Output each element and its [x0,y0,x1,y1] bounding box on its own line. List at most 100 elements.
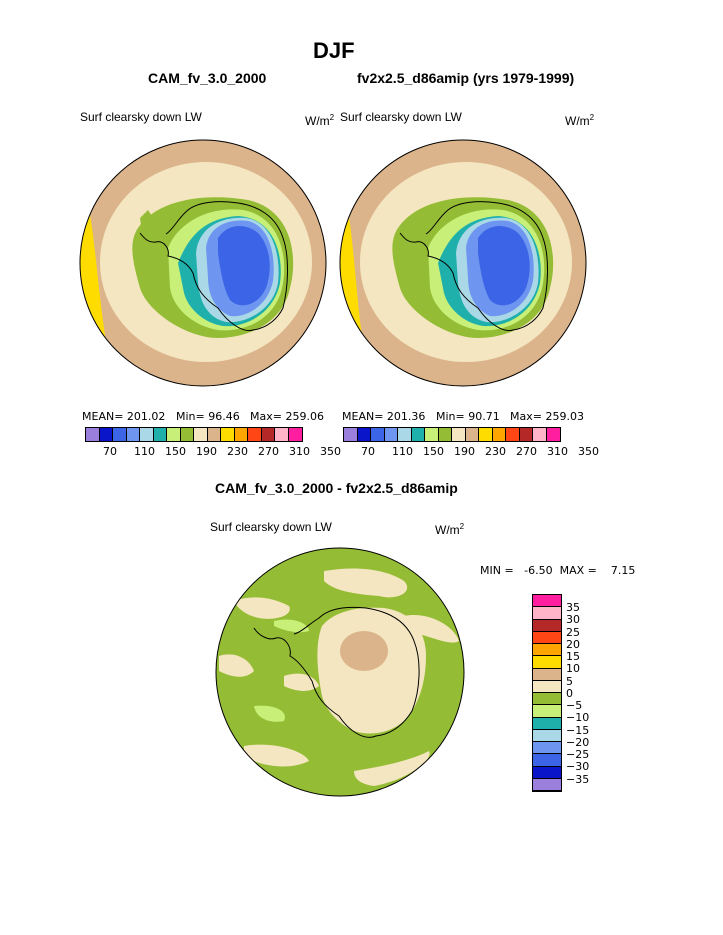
diff-colorbar-tick-label: −30 [566,760,590,774]
colorbar-swatch [221,428,235,441]
colorbar-swatch [344,428,358,441]
colorbar-swatch [533,428,547,441]
colorbar-swatch [207,428,221,441]
diff-colorbar-swatch [533,656,561,669]
diff-colorbar-swatch [533,680,561,693]
colorbar-tick-label: 70 [103,445,117,458]
diff-colorbar-swatch [533,754,561,767]
colorbar-swatch [479,428,493,441]
diff-colorbar-swatch [533,778,561,791]
right-units-exp: 2 [589,113,595,122]
colorbar-swatch [425,428,439,441]
diff-title: CAM_fv_3.0_2000 - fv2x2.5_d86amip [215,480,458,496]
colorbar-tick-label: 230 [227,445,248,458]
left-mean: MEAN= 201.02 [82,410,166,423]
right-case-title: fv2x2.5_d86amip (yrs 1979-1999) [357,70,575,86]
colorbar-swatch [398,428,412,441]
colorbar-tick-label: 310 [547,445,568,458]
colorbar-swatch [275,428,289,441]
right-max: Max= 259.03 [510,410,584,423]
left-units-exp: 2 [329,113,335,122]
colorbar-swatch [167,428,181,441]
diff-colorbar-swatch [533,705,561,718]
diff-colorbar-tick-label: −5 [566,699,583,712]
diff-units-label: W/m2 [435,522,464,537]
colorbar-swatch [99,428,113,441]
diff-colorbar-tick-label: 35 [566,601,580,614]
diff-colorbar-swatch [533,729,561,742]
diff-colorbar-swatch [533,607,561,620]
right-variable-label: Surf clearsky down LW [340,110,462,124]
figure-title: DJF [313,38,355,63]
diff-colorbar-swatch [533,619,561,632]
left-min: Min= 96.46 [176,410,240,423]
right-min: Min= 90.71 [436,410,500,423]
diff-colorbar [532,594,562,792]
colorbar-swatch [86,428,100,441]
right-units-label: W/m2 [565,113,594,128]
colorbar-tick-label: 190 [454,445,475,458]
colorbar-swatch [180,428,194,441]
colorbar-swatch [357,428,371,441]
left-case-title: CAM_fv_3.0_2000 [148,70,267,86]
left-units-label: W/m2 [305,113,334,128]
colorbar-tick-label: 270 [516,445,537,458]
diff-colorbar-swatch [533,766,561,779]
colorbar-swatch [113,428,127,441]
colorbar-tick-label: 350 [578,445,599,458]
diff-variable-label: Surf clearsky down LW [210,520,332,534]
colorbar-swatch [411,428,425,441]
diff-colorbar-tick-label: 10 [566,662,580,676]
diff-units-exp: 2 [459,522,465,531]
diff-colorbar-tick-label: 15 [566,650,580,663]
colorbar-swatch [288,428,302,441]
diff-colorbar-swatch [533,717,561,730]
diff-colorbar-tick-label: −35 [566,772,590,786]
diff-colorbar-tick-label: 20 [566,637,580,651]
left-max: Max= 259.06 [250,410,324,423]
colorbar-swatch [371,428,385,441]
diff-colorbar-swatch [533,644,561,657]
right-units-base: W/m [565,114,590,128]
left-variable-label: Surf clearsky down LW [80,110,202,124]
colorbar-swatch [234,428,248,441]
left-colorbar [85,427,303,442]
diff-colorbar-swatch [533,693,561,706]
colorbar-swatch [546,428,560,441]
colorbar-swatch [492,428,506,441]
right-mean: MEAN= 201.36 [342,410,426,423]
colorbar-swatch [153,428,167,441]
colorbar-swatch [465,428,479,441]
diff-colorbar-tick-label: −10 [566,711,590,725]
diff-colorbar-tick-label: −25 [566,748,590,761]
left-units-base: W/m [305,114,330,128]
diff-colorbar-tick-label: 30 [566,613,580,627]
colorbar-swatch [140,428,154,441]
diff-colorbar-swatch [533,742,561,755]
diff-colorbar-swatch [533,595,561,608]
diff-minmax: MIN = -6.50 MAX = 7.15 [480,564,636,577]
diff-colorbar-tick-label: 25 [566,625,580,639]
colorbar-tick-label: 150 [165,445,186,458]
colorbar-tick-label: 150 [423,445,444,458]
left-polar-map [79,139,327,387]
diff-colorbar-swatch [533,631,561,644]
colorbar-tick-label: 70 [361,445,375,458]
diff-polar-map [215,547,465,797]
colorbar-swatch [248,428,262,441]
colorbar-tick-label: 110 [392,445,413,458]
colorbar-swatch [452,428,466,441]
colorbar-swatch [194,428,208,441]
colorbar-tick-label: 310 [289,445,310,458]
colorbar-tick-label: 350 [320,445,341,458]
colorbar-tick-label: 190 [196,445,217,458]
colorbar-tick-label: 230 [485,445,506,458]
colorbar-swatch [261,428,275,441]
diff-colorbar-tick-label: 5 [566,674,573,688]
diff-colorbar-tick-label: −20 [566,735,590,749]
diff-units-base: W/m [435,523,460,537]
colorbar-swatch [506,428,520,441]
colorbar-tick-label: 110 [134,445,155,458]
right-polar-map [339,139,587,387]
colorbar-swatch [519,428,533,441]
